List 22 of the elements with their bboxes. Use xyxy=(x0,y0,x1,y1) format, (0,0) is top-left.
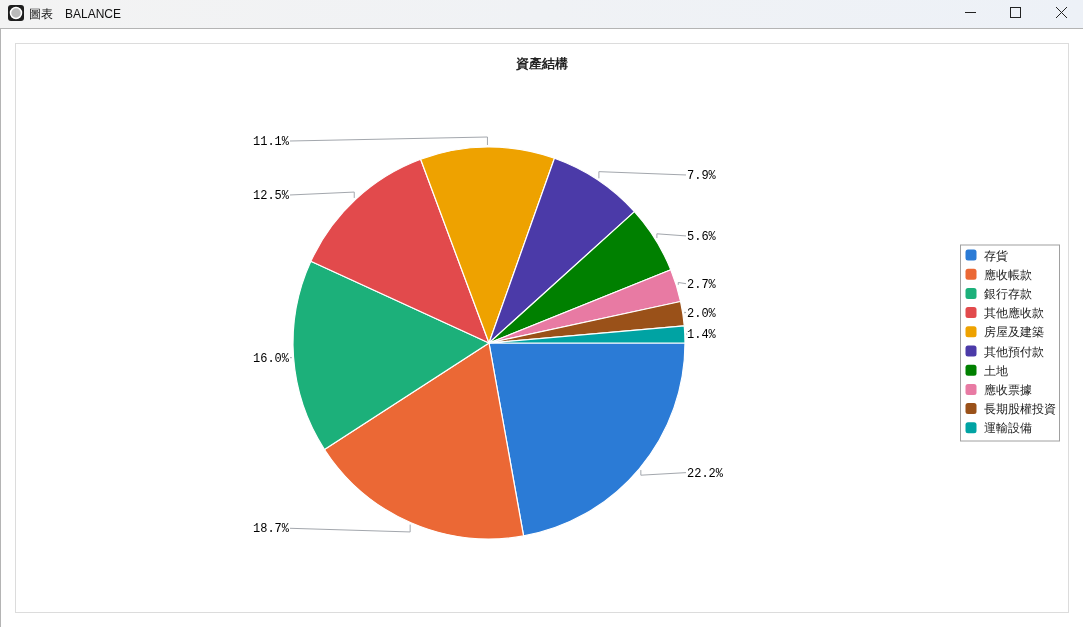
data-label: 1.4% xyxy=(687,328,717,343)
data-label: 16.0% xyxy=(252,351,290,366)
legend-label: 銀行存款 xyxy=(983,286,1032,301)
data-label: 7.9% xyxy=(687,168,717,183)
legend-label: 應收帳款 xyxy=(983,267,1032,282)
data-label: 22.2% xyxy=(687,466,724,481)
legend-label: 應收票據 xyxy=(983,382,1032,397)
legend-label: 房屋及建築 xyxy=(983,325,1044,340)
legend-label: 存貨 xyxy=(983,248,1008,263)
legend-label: 土地 xyxy=(983,363,1008,378)
data-label: 11.1% xyxy=(252,135,290,150)
data-label: 12.5% xyxy=(252,189,290,203)
chart-title: 資產結構 xyxy=(515,56,568,71)
legend-label: 運輸設備 xyxy=(983,421,1032,436)
data-label: 2.0% xyxy=(687,306,717,321)
data-label: 18.7% xyxy=(252,522,290,537)
data-label: 5.6% xyxy=(687,229,717,244)
legend-label: 其他預付款 xyxy=(983,344,1044,359)
legend-label: 其他應收款 xyxy=(983,306,1044,321)
data-label: 2.7% xyxy=(687,277,717,292)
text: 圖表 BALANCE xyxy=(29,7,122,21)
legend-label: 長期股權投資 xyxy=(983,402,1056,417)
